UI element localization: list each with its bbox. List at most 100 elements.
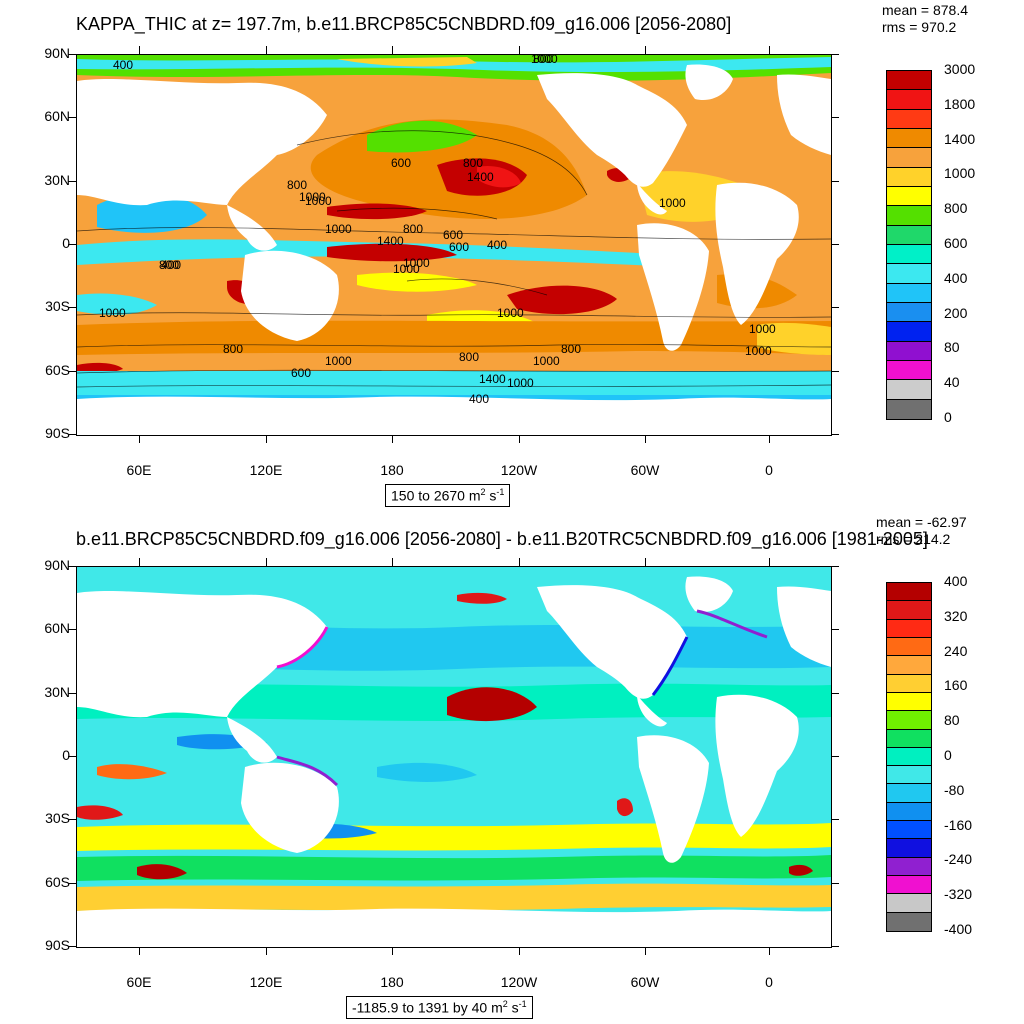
top-rms: rms = 970.2: [882, 19, 957, 35]
lon-label: 180: [380, 462, 404, 478]
axis-tick: [68, 370, 76, 372]
lat-label: 30N: [44, 172, 70, 188]
colorbar-label: 200: [944, 304, 968, 321]
colorbar-swatch: [887, 876, 931, 895]
colorbar-swatch: [887, 747, 931, 767]
axis-tick: [68, 692, 76, 694]
axis-tick: [266, 435, 267, 443]
top-map: 400 800 800 1000 600 800 1400 800 1000 1…: [76, 54, 832, 436]
colorbar-swatch: [887, 894, 931, 913]
bottom-mean: mean = -62.97: [876, 514, 967, 530]
contour-label: 400: [113, 58, 133, 72]
contour-label: 1400: [479, 372, 506, 386]
contour-label: 600: [443, 228, 463, 242]
colorbar-label: -80: [944, 781, 965, 798]
colorbar-label: 1400: [944, 130, 976, 147]
axis-tick: [392, 947, 393, 955]
axis-tick: [68, 54, 76, 55]
colorbar-label: -160: [944, 816, 973, 833]
colorbar-label: 600: [944, 235, 968, 251]
contour-label: 400: [161, 258, 181, 272]
contour-label: 1000: [507, 376, 534, 390]
axis-tick: [769, 435, 770, 443]
colorbar-label: 40: [944, 374, 960, 391]
range-text: 150 to 2670 m: [391, 487, 481, 504]
axis-tick: [68, 819, 76, 821]
axis-tick: [139, 46, 140, 54]
colorbar-swatch: [887, 71, 931, 91]
colorbar-swatch: [887, 399, 931, 419]
axis-tick: [831, 692, 839, 694]
contour-label: 800: [403, 222, 423, 236]
colorbar-swatch: [887, 583, 931, 602]
lon-label: 60E: [126, 974, 152, 990]
colorbar-swatch: [887, 637, 931, 657]
colorbar-swatch: [887, 128, 931, 149]
axis-tick: [392, 558, 393, 566]
contour-label: 600: [291, 366, 311, 380]
contour-label: 800: [459, 350, 479, 364]
colorbar-swatch: [887, 225, 931, 245]
colorbar-label: -240: [944, 851, 973, 868]
colorbar-swatch: [887, 90, 931, 110]
lat-label: 60S: [45, 362, 70, 378]
contour-label: 800: [287, 178, 307, 192]
colorbar-swatch: [887, 821, 931, 840]
lon-label: 0: [765, 462, 773, 478]
axis-tick: [392, 46, 393, 54]
colorbar-label: 80: [944, 339, 960, 356]
colorbar-swatch: [887, 283, 931, 303]
bottom-colorbar: [886, 582, 932, 932]
colorbar-label: 1000: [944, 165, 976, 182]
colorbar-swatch: [887, 341, 931, 361]
axis-tick: [645, 558, 646, 566]
range-text: s: [485, 487, 497, 504]
lat-label: 0: [62, 747, 70, 763]
contour-label: 1000: [393, 262, 420, 276]
colorbar-swatch: [887, 784, 931, 803]
contour-label: 1000: [325, 222, 352, 236]
range-text: -1185.9 to 1391 by 40 m: [352, 999, 503, 1016]
bottom-rms: rms = 214.2: [876, 531, 951, 547]
lat-label: 60N: [44, 108, 70, 124]
colorbar-swatch: [887, 711, 931, 730]
colorbar-swatch: [887, 857, 931, 876]
lat-label: 90S: [45, 937, 70, 953]
axis-tick: [831, 117, 839, 119]
axis-tick: [831, 180, 839, 182]
colorbar-swatch: [887, 302, 931, 323]
range-sup: -1: [496, 487, 505, 497]
bottom-map-field: [77, 567, 831, 947]
colorbar-swatch: [887, 206, 931, 226]
colorbar-swatch: [887, 656, 931, 675]
contour-label: 800: [159, 258, 179, 272]
axis-tick: [831, 370, 839, 372]
bottom-range-box: -1185.9 to 1391 by 40 m2 s-1: [346, 996, 533, 1019]
lat-label: 30S: [45, 810, 70, 826]
colorbar-swatch: [887, 619, 931, 638]
colorbar-swatch: [887, 601, 931, 620]
axis-tick: [769, 947, 770, 955]
axis-tick: [68, 882, 76, 884]
colorbar-swatch: [887, 912, 931, 931]
axis-tick: [266, 558, 267, 566]
lon-label: 120E: [249, 462, 283, 478]
contour-label: 1400: [467, 170, 494, 184]
colorbar-label: 320: [944, 607, 968, 624]
contour-label: 400: [469, 392, 489, 406]
contour-label: 800: [561, 342, 581, 356]
lon-label: 0: [765, 974, 773, 990]
axis-tick: [519, 46, 520, 54]
axis-tick: [139, 558, 140, 566]
lat-label: 60S: [45, 874, 70, 890]
axis-tick: [645, 947, 646, 955]
axis-tick: [831, 819, 839, 821]
axis-tick: [68, 756, 76, 757]
axis-tick: [769, 46, 770, 54]
lat-label: 90N: [44, 45, 70, 61]
axis-tick: [139, 947, 140, 955]
top-map-title: KAPPA_THIC at z= 197.7m, b.e11.BRCP85C5C…: [76, 14, 732, 34]
colorbar-label: -400: [944, 921, 973, 937]
colorbar-label: 400: [944, 573, 968, 589]
colorbar-swatch: [887, 186, 931, 207]
